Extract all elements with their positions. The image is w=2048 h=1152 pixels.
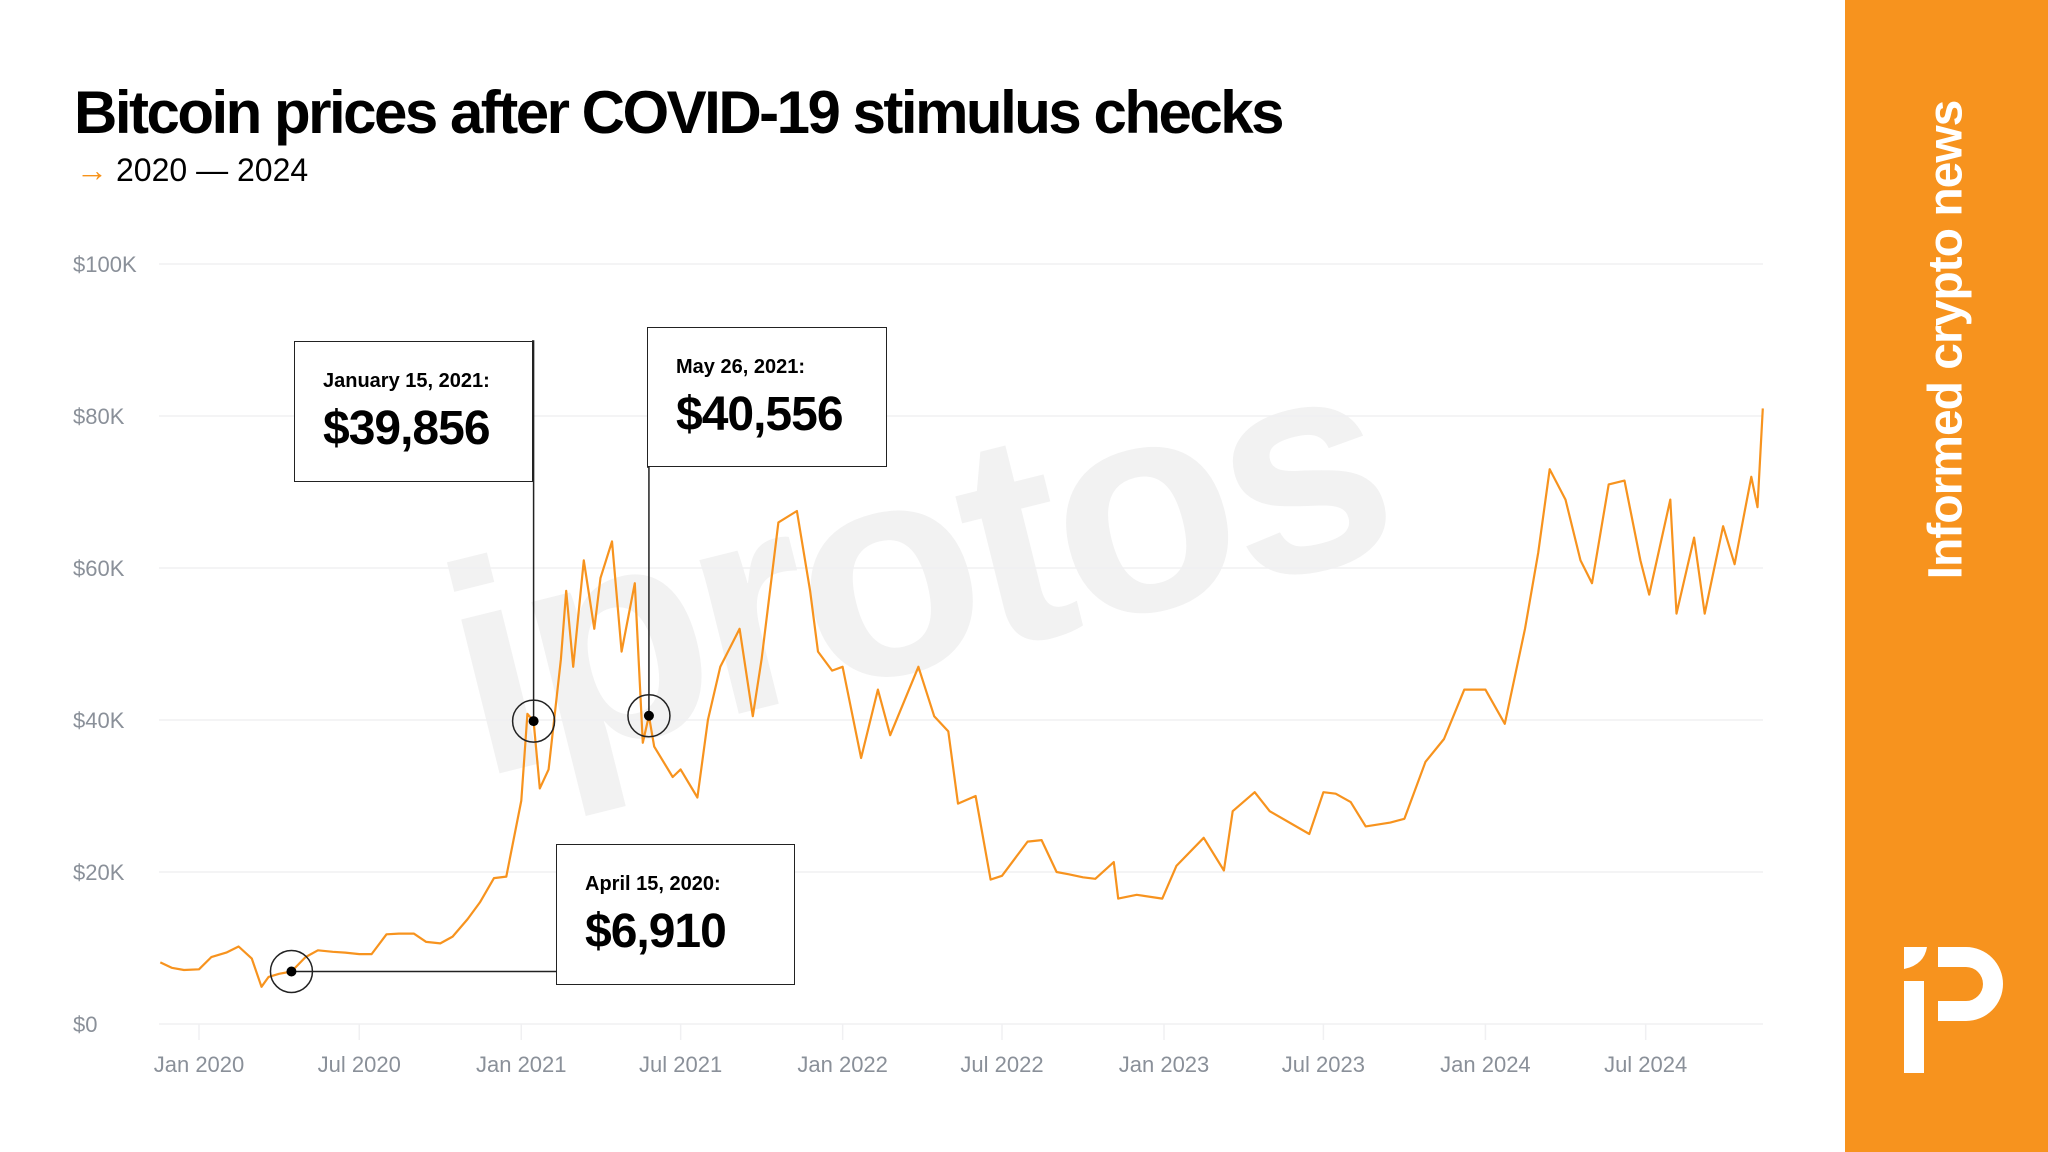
y-tick-label: $0 — [73, 1012, 97, 1037]
annotation-box-jan-2021: January 15, 2021: $39,856 — [294, 341, 533, 482]
annotation-date: January 15, 2021: — [323, 370, 490, 392]
annotation-point — [528, 716, 539, 727]
x-tick-label: Jan 2024 — [1440, 1052, 1531, 1077]
brand-tagline: Informed crypto news — [1919, 100, 1973, 580]
annotation-value: $40,556 — [676, 388, 844, 441]
annotation-ring — [511, 699, 556, 743]
x-tick-label: Jan 2021 — [476, 1052, 567, 1077]
annotation-value: $39,856 — [323, 402, 491, 455]
annotation-date: May 26, 2021: — [676, 356, 805, 378]
brand-panel — [1845, 0, 2048, 1152]
x-tick-label: Jan 2022 — [797, 1052, 888, 1077]
x-tick-label: Jan 2023 — [1119, 1052, 1210, 1077]
x-axis: Jan 2020 Jul 2020 Jan 2021 Jul 2021 Jan 2022… — [154, 1052, 1688, 1077]
x-tick-label: Jul 2021 — [639, 1052, 722, 1077]
y-tick-label: $100K — [73, 252, 137, 277]
annotation-point — [286, 966, 297, 977]
annotation-ring — [269, 949, 314, 994]
annotation-box-may-2021: May 26, 2021: $40,556 — [647, 327, 887, 467]
annotation-box-apr-2020: April 15, 2020: $6,910 — [556, 844, 795, 985]
annotation-date: April 15, 2020: — [585, 873, 721, 895]
x-tick-label: Jul 2022 — [960, 1052, 1043, 1077]
x-tick-label: Jul 2020 — [318, 1052, 401, 1077]
y-axis: $0 $20K $40K $60K $80K $100K — [73, 252, 137, 1037]
arrow-right-icon: → — [76, 152, 108, 188]
protos-logo — [1904, 947, 2003, 1073]
x-tick-label: Jul 2024 — [1604, 1052, 1687, 1077]
annotation-ring — [627, 694, 671, 738]
chart-title: Bitcoin prices after COVID-19 stimulus c… — [74, 79, 1284, 146]
y-tick-label: $20K — [73, 860, 125, 885]
x-tick-label: Jul 2023 — [1282, 1052, 1365, 1077]
y-tick-label: $40K — [73, 708, 125, 733]
annotation-connector — [647, 466, 650, 716]
x-tick-label: Jan 2020 — [154, 1052, 245, 1077]
price-line — [159, 408, 1764, 988]
chart-subtitle: → 2020 — 2024 — [76, 152, 308, 189]
y-tick-label: $60K — [73, 556, 125, 581]
price-chart: $0 $20K $40K $60K $80K $100K Jan 2020 Jul 2020… — [73, 252, 1764, 1077]
annotation-point — [643, 710, 654, 721]
annotation-markers — [269, 694, 671, 994]
annotation-value: $6,910 — [585, 905, 727, 958]
subtitle-text: 2020 — 2024 — [116, 152, 309, 188]
y-tick-label: $80K — [73, 404, 125, 429]
